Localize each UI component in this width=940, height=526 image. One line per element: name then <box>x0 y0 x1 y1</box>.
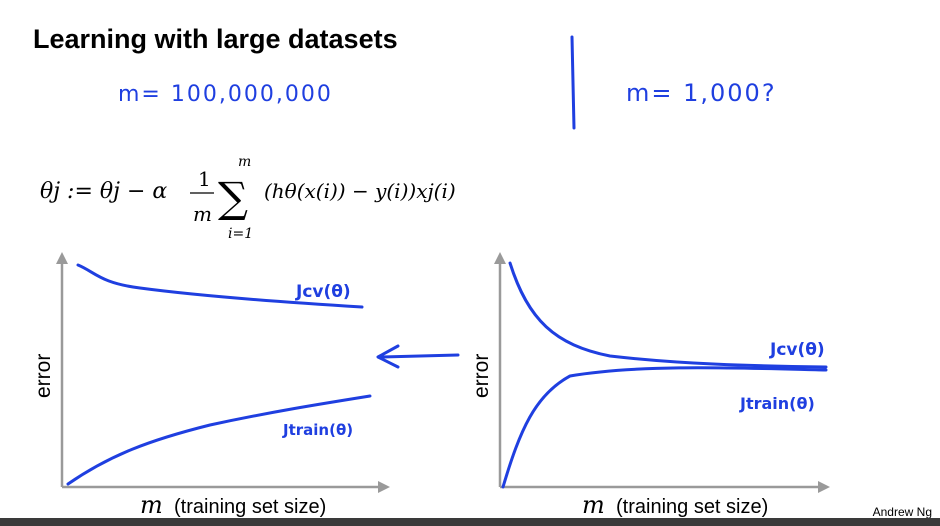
x-axis-variable-right: m <box>582 491 605 519</box>
x-axis-arrow-right <box>818 481 830 493</box>
x-axis-arrow-left <box>378 481 390 493</box>
formula-lhs: θj := θj − α <box>40 179 167 204</box>
formula-sum-upper: m <box>238 154 251 170</box>
y-axis-label-left: error <box>32 354 55 398</box>
note-large-m: m= 100,000,000 <box>118 82 333 107</box>
divider-stroke <box>570 35 576 130</box>
transition-arrow <box>376 344 460 369</box>
cv-curve-label-right: Jcv(θ) <box>769 340 825 360</box>
train-curve-label-left: Jtrain(θ) <box>282 421 353 439</box>
train-curve-label-right: Jtrain(θ) <box>739 394 815 413</box>
x-axis-label-right: (training set size) <box>616 496 768 518</box>
y-axis-label-right: error <box>470 354 493 398</box>
bottom-bar <box>0 518 940 526</box>
train-error-curve-left <box>66 394 372 486</box>
cv-curve-label-left: Jcv(θ) <box>295 282 351 302</box>
slide-title: Learning with large datasets <box>33 24 398 54</box>
cv-error-curve-right <box>508 261 828 369</box>
train-error-curve-right <box>501 366 828 489</box>
x-axis-label-left: (training set size) <box>174 496 326 518</box>
formula-sum-lower: i=1 <box>228 226 253 242</box>
formula-body: (hθ(x(i)) − y(i))xj(i) <box>264 179 456 203</box>
x-axis-variable-left: m <box>140 491 163 519</box>
note-small-m: m= 1,000? <box>626 79 777 107</box>
update-formula: θj := θj − α 1 m m ∑ i=1 (hθ(x(i)) − y(i… <box>40 154 456 242</box>
learning-curve-plot-right: error m (training set size) Jcv(θ) Jtrai… <box>470 252 830 519</box>
learning-curve-plot-left: error m (training set size) Jcv(θ) Jtrai… <box>32 252 390 519</box>
formula-fraction-numerator: 1 <box>198 167 211 191</box>
author-credit: Andrew Ng <box>872 505 932 519</box>
formula-fraction-denominator: m <box>193 202 212 226</box>
formula-sigma: ∑ <box>218 173 248 222</box>
y-axis-arrow-right <box>494 252 506 264</box>
y-axis-arrow-left <box>56 252 68 264</box>
cv-error-curve-left <box>76 263 364 309</box>
